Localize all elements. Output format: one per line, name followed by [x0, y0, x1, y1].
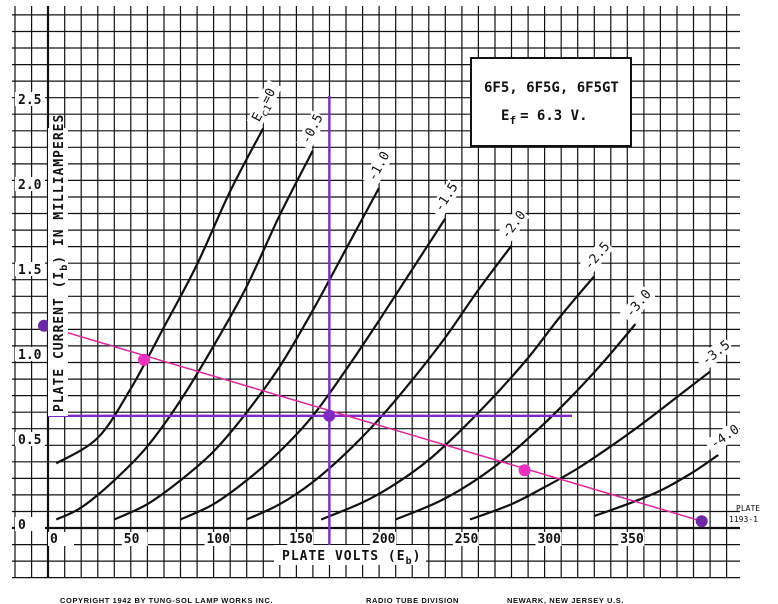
plate-number: 1193-1 [729, 515, 758, 524]
copyright: COPYRIGHT 1942 BY TUNG-SOL LAMP WORKS IN… [60, 596, 273, 604]
curve-label-bg [246, 79, 283, 128]
y-tick-label: 0 [18, 518, 26, 533]
curve-label-bg [704, 420, 743, 455]
curve-2p0 [246, 245, 513, 521]
curve-4p0 [593, 453, 719, 518]
curve-label-bg [296, 110, 327, 150]
chart-title: 6F5, 6F5G, 6F5GT [484, 80, 619, 96]
load-endpoint [695, 515, 708, 528]
curve-label-bg [695, 336, 734, 372]
load-point [518, 464, 531, 477]
grid [12, 6, 740, 579]
curve-label: -1.0 [365, 149, 393, 184]
x-tick-label: 150 [289, 532, 313, 547]
curve-label-bg [578, 238, 614, 277]
x-tick-bg [121, 532, 148, 546]
x-tick-bg [370, 532, 396, 546]
curve-label-bg [428, 179, 462, 219]
y-tick-label: 1.5 [18, 263, 41, 278]
curve-1p0 [113, 187, 380, 521]
curve-label-bg [619, 285, 656, 324]
operating-point [323, 409, 336, 422]
curve-label: Ec1=0 [249, 86, 281, 126]
y-tick-bg [15, 432, 45, 446]
location: NEWARK, NEW JERSEY U.S. [507, 596, 624, 604]
y-tick-label: 0.5 [18, 433, 41, 448]
x-tick-label: 100 [207, 532, 231, 547]
y-tick-bg [15, 347, 45, 361]
curve-2p5 [320, 275, 595, 521]
x-tick-label: 0 [50, 532, 58, 547]
y-tick-bg [15, 517, 45, 531]
y-axis-title: PLATE CURRENT (Ib) IN MILLIAMPERES [52, 114, 70, 412]
curve-Ec10 [55, 127, 265, 465]
x-tick-label: 250 [455, 532, 479, 547]
curve-label: -0.5 [299, 112, 327, 147]
curve-3p5 [469, 370, 711, 521]
x-tick-bg [452, 532, 479, 546]
y-tick-label: 1.0 [18, 348, 42, 363]
y-tick-bg [15, 177, 45, 191]
heater-label: Ef = 6.3 V. [501, 108, 588, 127]
load-point [138, 353, 150, 366]
x-tick-label: 350 [620, 532, 644, 547]
curve-label-bg [495, 206, 530, 246]
x-tick-bg [204, 532, 231, 546]
y-axis-title-bg [48, 128, 68, 416]
curve-3p0 [395, 323, 637, 521]
division: RADIO TUBE DIVISION [366, 596, 459, 604]
y-tick-label: 2.0 [18, 178, 42, 193]
x-tick-bg [48, 532, 74, 546]
x-tick-bg [287, 532, 314, 546]
x-tick-bg [618, 532, 645, 546]
reference-lines [48, 96, 572, 545]
curve-label-bg [362, 148, 394, 188]
bias-curves: Ec1=0-0.5-1.0-1.5-2.0-2.5-3.0-3.5-4.0 [55, 79, 743, 521]
curve-0p5 [55, 150, 314, 521]
y-tick-bg [15, 92, 45, 106]
plate-label: PLATE [736, 504, 760, 513]
x-tick-bg [535, 532, 562, 546]
load-endpoint [38, 319, 50, 332]
x-tick-label: 300 [538, 532, 562, 547]
x-axis-title-bg [274, 545, 426, 565]
y-tick-bg [15, 262, 45, 276]
load-line [43, 324, 702, 522]
x-tick-label: 50 [124, 532, 140, 547]
x-tick-label: 200 [372, 532, 396, 547]
title-box [470, 57, 632, 147]
x-axis-title: PLATE VOLTS (Eb) [282, 549, 421, 567]
axis-ticks: 0 50 100 150 200 250 300 350 0 0.5 1.0 1.5 2.0 2.5 [15, 92, 645, 547]
y-tick-label: 2.5 [18, 93, 41, 108]
load-line-group [38, 319, 708, 528]
